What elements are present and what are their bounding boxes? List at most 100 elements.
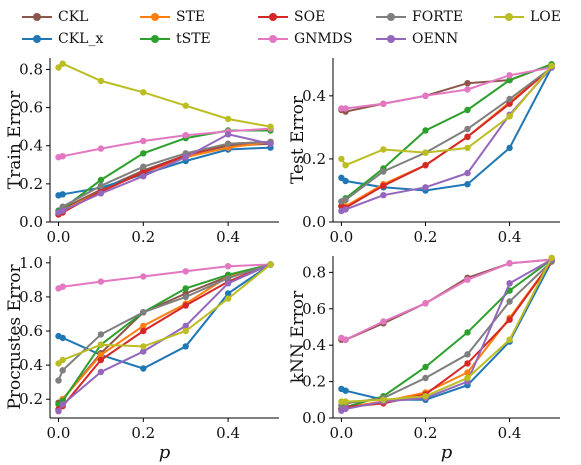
y-tick-label: 0.0 (19, 213, 43, 231)
series-line (340, 67, 553, 192)
series-tste (55, 127, 274, 214)
data-point (464, 144, 471, 152)
data-point (55, 377, 62, 384)
legend-label: STE (176, 9, 206, 25)
legend-label: tSTE (176, 31, 211, 47)
legend-item-loe: LOE (494, 8, 561, 26)
data-point (506, 113, 513, 120)
y-tick-label: 0.2 (302, 373, 326, 391)
data-point (342, 162, 349, 169)
data-point (464, 276, 471, 283)
data-point (224, 131, 232, 138)
data-point (182, 102, 189, 109)
data-point (267, 140, 274, 147)
legend-label: LOE (530, 9, 561, 25)
series-loe (338, 62, 555, 169)
data-point (224, 295, 232, 302)
series-forte (338, 64, 555, 205)
data-point (59, 367, 66, 374)
data-point (182, 302, 189, 309)
data-point (380, 192, 387, 199)
data-point (224, 115, 232, 123)
data-point (548, 254, 555, 261)
series-line (341, 66, 553, 203)
data-point (464, 125, 471, 133)
legend-item-ckl: CKL (22, 8, 88, 26)
legend-swatch (22, 32, 52, 46)
data-point (97, 341, 105, 348)
data-point (506, 280, 513, 287)
data-point (59, 60, 66, 67)
legend-label: CKL (58, 9, 89, 25)
data-point (380, 100, 387, 107)
series-ckl-x (338, 64, 555, 194)
y-tick-label: 0.4 (302, 336, 326, 354)
data-point (338, 155, 345, 163)
y-tick-label: 0.0 (302, 213, 326, 231)
data-point (182, 343, 189, 350)
data-point (140, 173, 147, 180)
data-point (97, 145, 105, 152)
series-loe (55, 261, 274, 367)
x-tick-label: 0.0 (329, 424, 353, 442)
data-point (224, 290, 232, 297)
legend-item-gnmds: GNMDS (258, 30, 353, 48)
data-point (422, 92, 429, 100)
data-point (140, 365, 147, 372)
legend-label: GNMDS (294, 31, 353, 47)
y-tick-label: 0.2 (19, 390, 43, 408)
x-tick-label: 0.4 (498, 228, 522, 246)
data-point (224, 280, 232, 287)
data-point (380, 182, 387, 189)
legend-label: CKL_x (58, 31, 104, 47)
data-point (140, 89, 147, 96)
data-point (182, 132, 189, 139)
data-point (506, 144, 513, 152)
data-point (506, 316, 513, 323)
data-point (380, 146, 387, 153)
data-point (422, 374, 429, 382)
series-oenn (55, 131, 274, 216)
data-point (182, 322, 189, 330)
data-point (548, 62, 555, 70)
data-point (464, 169, 471, 177)
data-point (97, 190, 105, 197)
data-point (506, 260, 513, 267)
data-point (267, 123, 274, 130)
data-point (464, 374, 471, 382)
data-point (182, 154, 189, 161)
x-tick-label: 0.0 (47, 424, 71, 442)
data-point (140, 163, 147, 170)
data-point (464, 181, 471, 188)
data-point (140, 150, 147, 157)
series-loe (55, 60, 274, 130)
legend-label: FORTE (412, 9, 464, 25)
data-point (224, 263, 232, 270)
data-point (506, 72, 513, 79)
legend-label: OENN (412, 31, 459, 47)
legend-item-soe: SOE (258, 8, 325, 26)
data-point (342, 405, 349, 413)
series-line (57, 140, 271, 214)
series-ckl (338, 61, 555, 115)
series-soe (338, 64, 555, 211)
data-point (422, 162, 429, 169)
data-point (342, 177, 349, 185)
x-tick-label: 0.4 (216, 424, 240, 442)
legend-swatch (140, 10, 170, 24)
series-loe (338, 254, 555, 405)
data-point (140, 137, 147, 145)
data-point (140, 309, 147, 316)
legend: CKL CKL_x STE tSTE SOE GNMDS FORTE OENN LOE (0, 0, 581, 50)
data-point (422, 127, 429, 134)
data-point (224, 140, 232, 147)
data-point (506, 336, 513, 343)
data-point (422, 363, 429, 371)
data-point (464, 80, 471, 87)
legend-swatch (258, 32, 288, 46)
y-tick-label: 1.0 (19, 254, 43, 272)
y-tick-label: 0.6 (302, 300, 326, 318)
x-tick-label: 0.4 (216, 228, 240, 246)
